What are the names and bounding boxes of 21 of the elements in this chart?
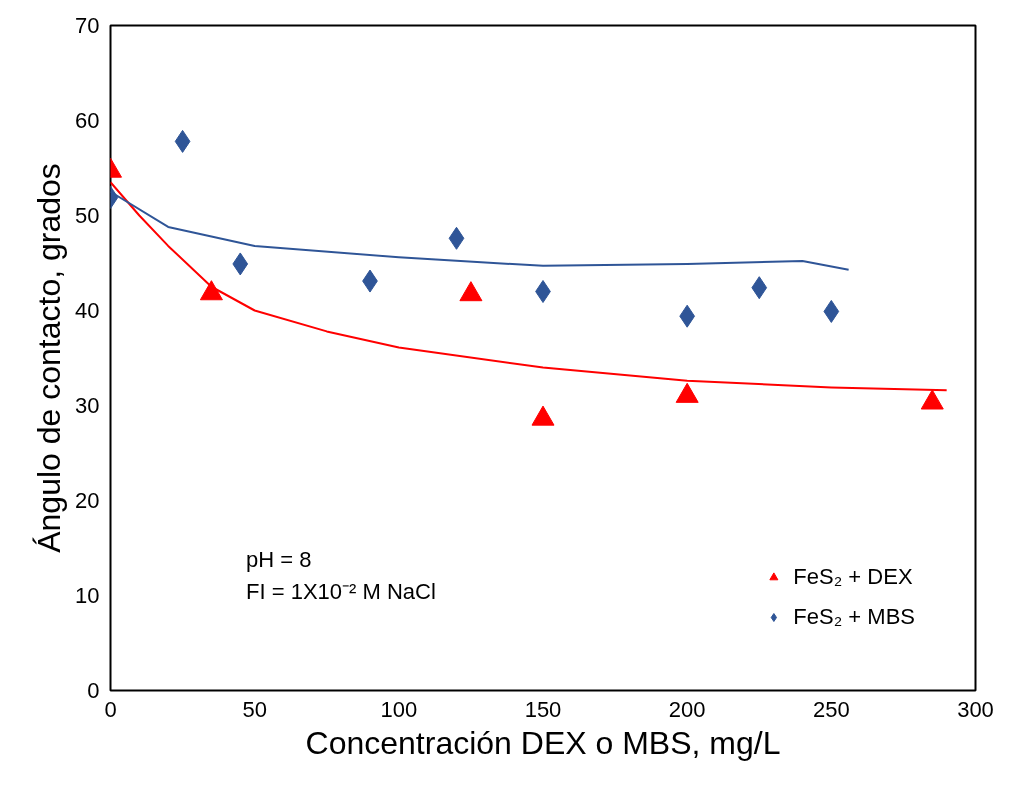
x-tick-label: 300	[957, 696, 994, 722]
y-tick-label: 0	[87, 678, 100, 703]
annotation: FI = 1X10⁻² M NaCl	[246, 579, 436, 605]
annotation: pH = 8	[246, 546, 312, 572]
y-tick-label: 40	[75, 298, 100, 323]
y-tick-label: 60	[75, 108, 100, 133]
y-tick-label: 20	[75, 488, 100, 513]
y-tick-label: 70	[75, 13, 100, 38]
y-tick-label: 10	[75, 583, 100, 608]
x-tick-label: 100	[380, 696, 418, 722]
legend-label: FeS₂ + DEX	[793, 564, 913, 590]
y-tick-label: 50	[75, 203, 100, 228]
x-tick-label: 200	[668, 696, 706, 722]
y-axis-title: Ángulo de contacto, grados	[31, 163, 68, 553]
x-tick-label: 50	[242, 696, 267, 722]
y-tick-label: 30	[75, 393, 100, 418]
x-axis-title: Concentración DEX o MBS, mg/L	[305, 724, 781, 761]
x-tick-label: 0	[104, 696, 117, 722]
legend-label: FeS₂ + MBS	[793, 604, 915, 630]
x-tick-label: 250	[812, 696, 850, 722]
x-tick-label: 150	[524, 696, 562, 722]
